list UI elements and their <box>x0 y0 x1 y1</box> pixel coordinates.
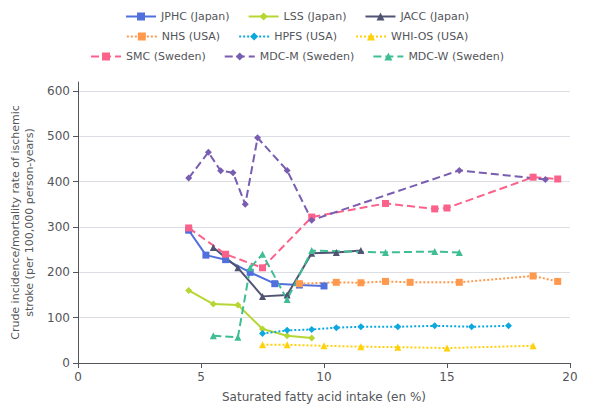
svg-text:300: 300 <box>47 220 70 234</box>
svg-text:stroke (per 100,000 person-yea: stroke (per 100,000 person-years) <box>23 128 36 316</box>
svg-text:MDC-M (Sweden): MDC-M (Sweden) <box>260 50 355 63</box>
svg-text:SMC (Sweden): SMC (Sweden) <box>126 50 206 63</box>
svg-text:0: 0 <box>62 356 70 370</box>
svg-text:10: 10 <box>316 370 331 384</box>
svg-text:5: 5 <box>197 370 205 384</box>
svg-text:NHS (USA): NHS (USA) <box>162 30 220 43</box>
svg-text:MDC-W (Sweden): MDC-W (Sweden) <box>408 50 504 63</box>
svg-text:WHI-OS (USA): WHI-OS (USA) <box>391 30 468 43</box>
svg-text:200: 200 <box>47 265 70 279</box>
svg-text:HPFS (USA): HPFS (USA) <box>274 30 337 43</box>
svg-text:Crude incidence/mortality rate: Crude incidence/mortality rate of ischem… <box>9 105 22 340</box>
svg-text:15: 15 <box>439 370 454 384</box>
svg-text:100: 100 <box>47 311 70 325</box>
svg-text:600: 600 <box>47 84 70 98</box>
svg-text:500: 500 <box>47 129 70 143</box>
svg-text:20: 20 <box>562 370 577 384</box>
svg-text:0: 0 <box>74 370 82 384</box>
svg-text:Saturated fatty acid intake (e: Saturated fatty acid intake (en %) <box>222 390 426 404</box>
svg-text:JACC (Japan): JACC (Japan) <box>399 10 469 23</box>
svg-text:400: 400 <box>47 175 70 189</box>
svg-text:LSS (Japan): LSS (Japan) <box>284 10 347 23</box>
svg-text:JPHC (Japan): JPHC (Japan) <box>160 10 230 23</box>
